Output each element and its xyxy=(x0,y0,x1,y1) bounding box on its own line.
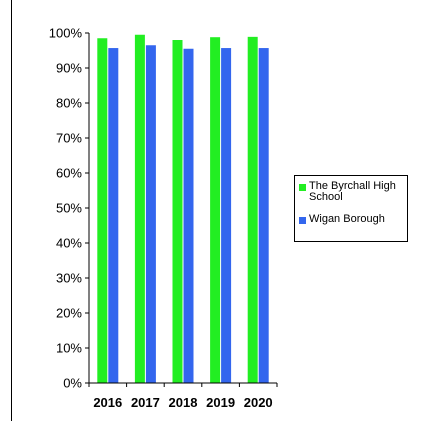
bar-2019-series-2 xyxy=(221,48,232,384)
left-frame-border xyxy=(11,0,12,421)
y-tick-label-9: 90% xyxy=(56,61,82,76)
bar-2019-series-1 xyxy=(210,37,221,383)
x-tick-label-2017: 2017 xyxy=(131,395,160,410)
bar-2016-series-2 xyxy=(108,48,119,384)
x-tick-label-2016: 2016 xyxy=(93,395,122,410)
labels-group: 2016 2017 2018 2019 2020 0% 10% 20% 30% 40% 50% 60%… xyxy=(49,26,273,411)
bar-2020-series-1 xyxy=(247,36,258,383)
y-tick-label-1: 10% xyxy=(56,341,82,356)
x-tick-label-2018: 2018 xyxy=(169,395,198,410)
y-tick-label-0: 0% xyxy=(63,376,82,391)
legend-swatch-series-1 xyxy=(299,184,306,191)
legend-item-series-1: The Byrchall High School xyxy=(299,181,405,203)
y-tick-label-7: 70% xyxy=(56,131,82,146)
bars-group xyxy=(97,34,269,384)
legend-swatch-series-2 xyxy=(299,217,306,224)
y-tick-label-10: 100% xyxy=(49,26,83,41)
y-tick-label-5: 50% xyxy=(56,201,82,216)
y-tick-label-2: 20% xyxy=(56,306,82,321)
y-tick-label-6: 60% xyxy=(56,166,82,181)
legend-label-series-2: Wigan Borough xyxy=(309,213,385,225)
legend-item-series-2: Wigan Borough xyxy=(299,214,405,225)
bar-2018-series-2 xyxy=(183,48,194,383)
bar-2016-series-1 xyxy=(97,38,108,383)
y-tick-label-3: 30% xyxy=(56,271,82,286)
y-tick-label-4: 40% xyxy=(56,236,82,251)
legend-label-series-1: The Byrchall High School xyxy=(309,180,396,203)
chart-legend: The Byrchall High School Wigan Borough xyxy=(294,175,408,242)
x-tick-label-2019: 2019 xyxy=(206,395,235,410)
bar-2017-series-2 xyxy=(145,45,156,383)
y-tick-label-8: 80% xyxy=(56,96,82,111)
axes-group xyxy=(85,32,278,387)
bar-2017-series-1 xyxy=(134,34,145,383)
bar-2018-series-1 xyxy=(172,40,183,383)
x-tick-label-2020: 2020 xyxy=(244,395,273,410)
bar-2020-series-2 xyxy=(258,48,269,384)
